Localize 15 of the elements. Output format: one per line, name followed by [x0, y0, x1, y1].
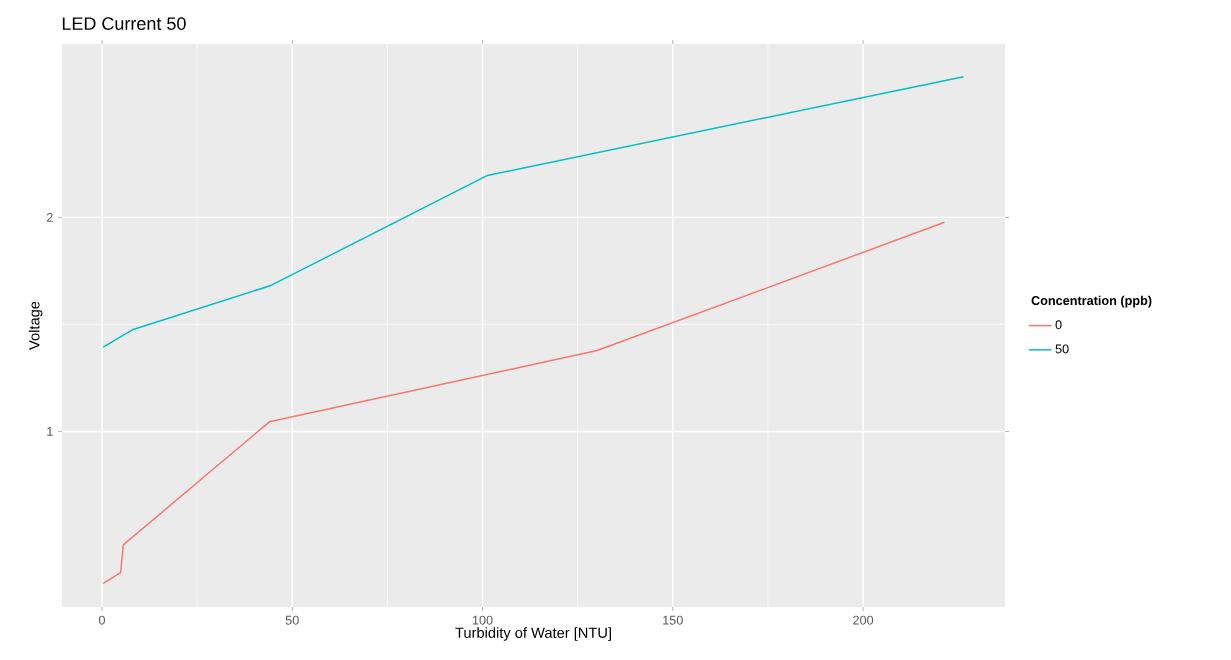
y-tick-label: 1: [47, 427, 53, 436]
y-tick-label: 2: [46, 212, 53, 222]
x-tick-label: 0: [98, 615, 105, 625]
line-series: [102, 221, 946, 585]
x-tick-label: 100: [472, 615, 493, 625]
legend-label: 0: [1055, 320, 1062, 330]
y-axis-title: Voltage: [28, 301, 43, 350]
chart-title: LED Current 50: [62, 17, 186, 30]
x-tick-label: 150: [663, 615, 683, 625]
legend-title: Concentration (ppb): [1031, 295, 1152, 308]
legend-label: 50: [1055, 344, 1069, 354]
x-tick-label: 200: [853, 615, 874, 625]
line-series: [102, 76, 965, 348]
x-tick-label: 50: [285, 615, 299, 625]
x-axis-title: Turbidity of Water [NTU]: [455, 627, 611, 641]
